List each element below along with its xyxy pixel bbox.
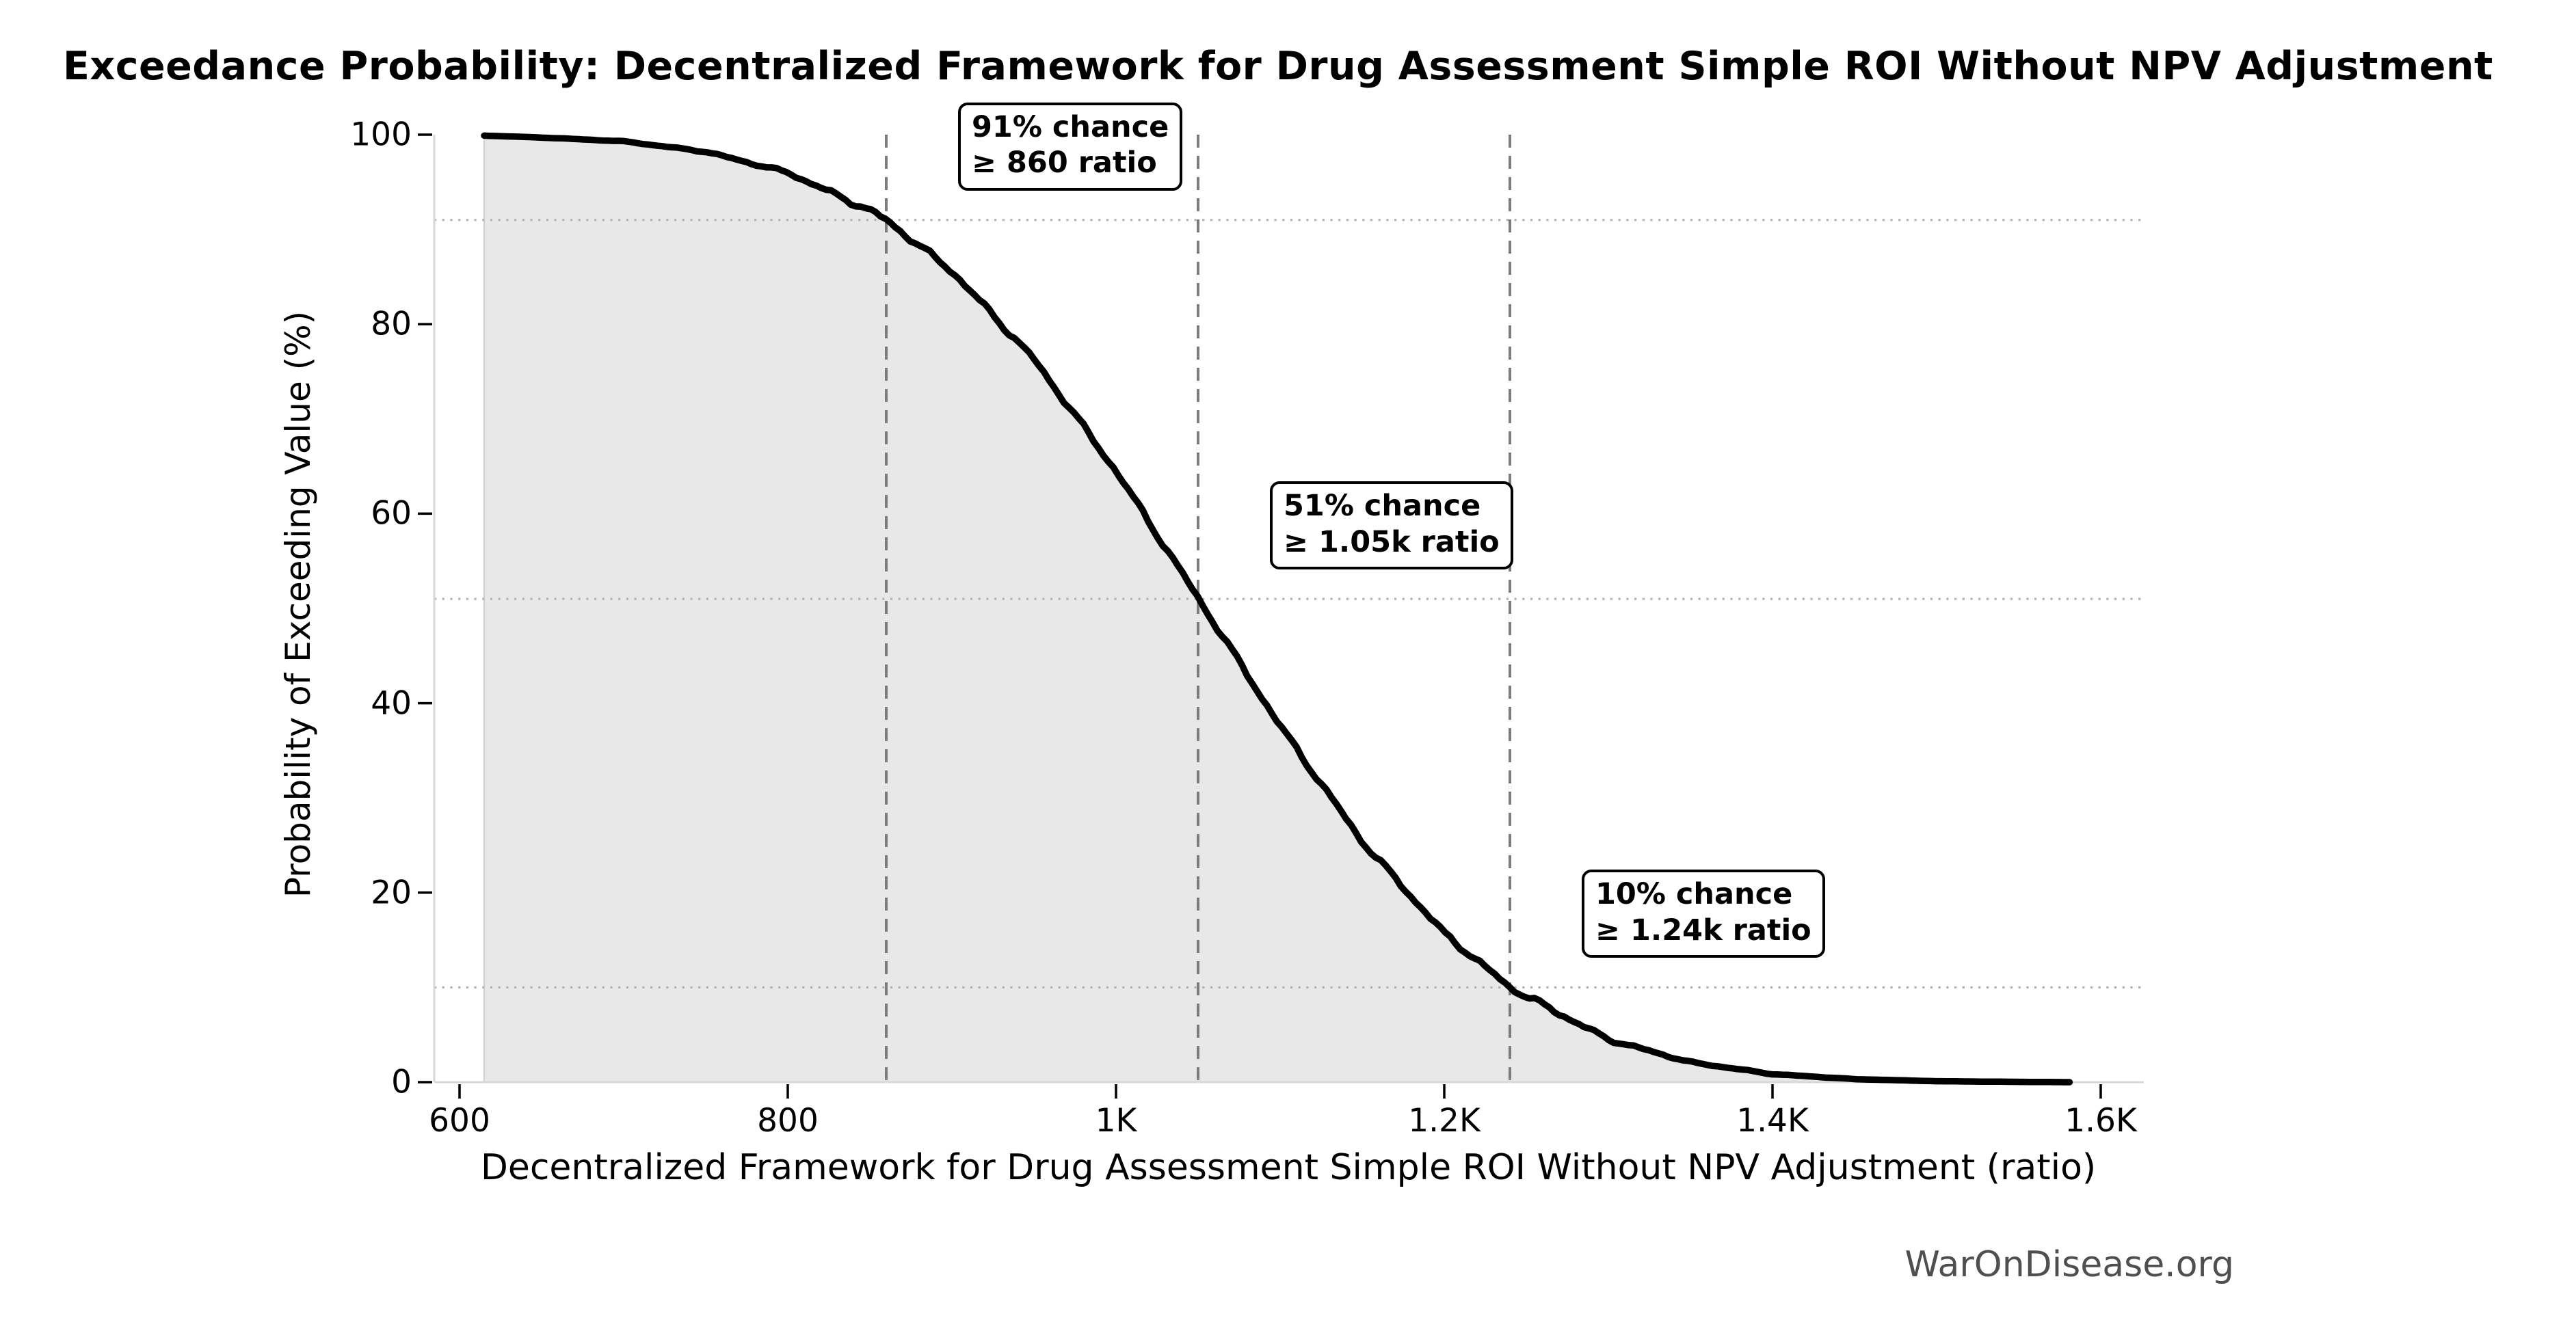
x-tick-label-800: 800 [757,1102,819,1140]
annotation-chance-line: 10% chance [1595,877,1793,912]
y-tick-label-20: 20 [371,874,412,912]
y-tick-label-80: 80 [371,305,412,343]
y-tick-label-0: 0 [391,1063,412,1101]
x-tick-label-1.4K: 1.4K [1736,1102,1809,1140]
annotation-threshold-line: ≥ 860 ratio [972,146,1157,180]
annotation-box-91pct: 91% chance ≥ 860 ratio [958,102,1183,191]
chart-title: Exceedance Probability: Decentralized Fr… [63,44,2493,89]
annotation-box-51pct: 51% chance ≥ 1.05k ratio [1270,481,1513,570]
y-tick-label-40: 40 [371,684,412,723]
y-tick-label-60: 60 [371,494,412,533]
annotation-chance-line: 91% chance [972,109,1169,144]
exceedance-curve [481,132,2073,1086]
x-tick-label-1.2K: 1.2K [1408,1102,1480,1140]
x-tick-label-600: 600 [429,1102,490,1140]
annotation-threshold-line: ≥ 1.05k ratio [1284,524,1500,559]
x-tick-label-1K: 1K [1095,1102,1137,1140]
y-axis-label: Probability of Exceeding Value (%) [278,310,318,898]
area-fill [484,135,2070,1082]
x-axis-label: Decentralized Framework for Drug Assessm… [480,1147,2097,1188]
x-tick-label-1.6K: 1.6K [2064,1102,2137,1140]
annotation-box-10pct: 10% chance ≥ 1.24k ratio [1582,870,1825,958]
annotation-chance-line: 51% chance [1284,489,1481,524]
watermark: WarOnDisease.org [1904,1244,2234,1285]
y-tick-label-100: 100 [350,116,412,154]
annotation-threshold-line: ≥ 1.24k ratio [1595,913,1811,947]
